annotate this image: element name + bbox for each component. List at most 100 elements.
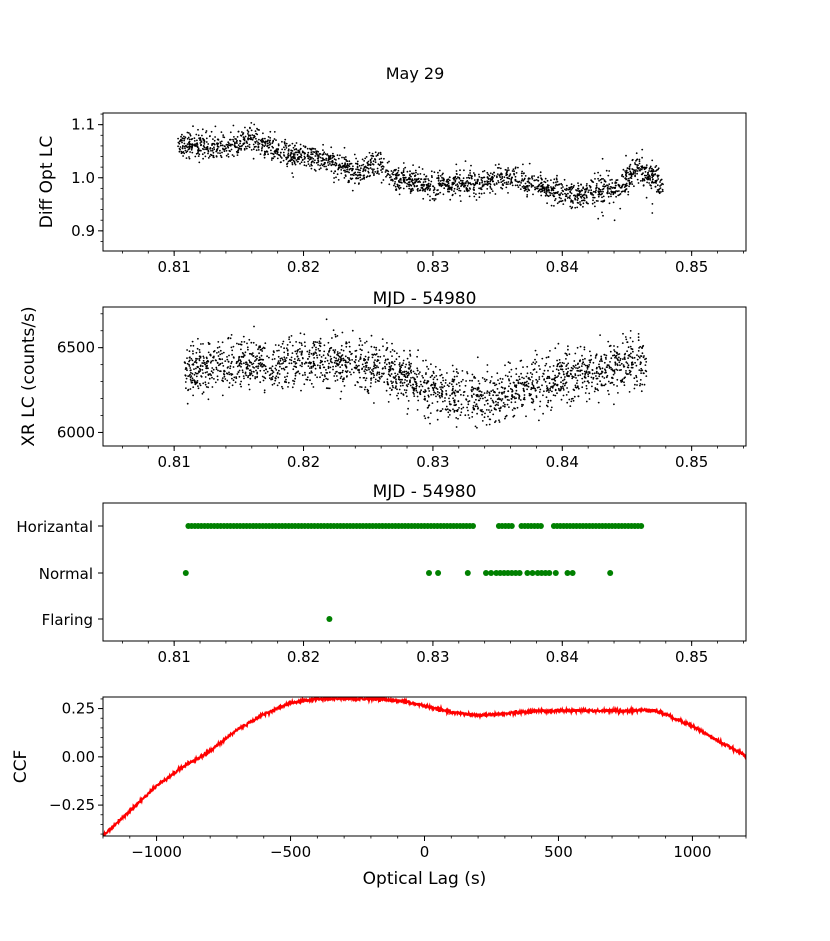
data-point (565, 365, 568, 367)
data-point (348, 350, 351, 353)
data-point (409, 173, 411, 176)
data-point (661, 190, 664, 193)
data-point (346, 370, 349, 372)
data-point (445, 393, 448, 396)
data-point (385, 389, 388, 392)
data-point (222, 380, 225, 383)
data-point (580, 197, 583, 199)
data-point (433, 198, 435, 200)
data-point (191, 340, 194, 343)
data-point (386, 383, 389, 386)
data-point (560, 381, 562, 384)
data-point (573, 395, 576, 398)
data-point (312, 147, 315, 150)
data-point (244, 145, 247, 148)
data-point (446, 372, 448, 374)
data-point (453, 182, 456, 185)
data-point (635, 374, 637, 377)
data-point (629, 345, 632, 348)
data-point (636, 158, 639, 161)
data-point (284, 360, 287, 363)
data-point (422, 185, 425, 187)
state-point-normal (564, 570, 571, 576)
data-point (245, 361, 247, 364)
data-point (632, 350, 634, 353)
data-point (626, 362, 629, 365)
data-point (460, 179, 462, 182)
data-point (293, 380, 296, 383)
data-point (246, 342, 248, 345)
data-point (593, 196, 596, 199)
data-point (216, 138, 219, 141)
data-point (300, 353, 303, 356)
data-point (473, 192, 475, 195)
data-point (370, 334, 373, 337)
data-point (562, 389, 565, 391)
data-point (257, 128, 259, 131)
x-tick-label: 0.83 (416, 258, 449, 276)
data-point (448, 385, 450, 388)
data-point (345, 345, 348, 348)
data-point (526, 190, 529, 193)
data-point (291, 163, 294, 166)
data-point (475, 403, 478, 406)
data-point (618, 356, 620, 359)
data-point (601, 211, 603, 214)
data-point (601, 196, 603, 199)
data-point (377, 366, 379, 369)
data-point (398, 184, 401, 187)
data-point (398, 193, 401, 196)
data-point (237, 359, 240, 362)
data-point (459, 169, 461, 172)
data-point (259, 365, 262, 367)
data-point (573, 184, 575, 187)
data-point (180, 135, 182, 138)
data-point (620, 362, 623, 365)
data-point (509, 387, 512, 390)
data-point (426, 381, 429, 384)
data-point (601, 157, 604, 160)
data-point (374, 378, 377, 381)
data-point (436, 378, 439, 381)
data-point (391, 349, 394, 351)
data-point (205, 131, 207, 134)
data-point (325, 318, 328, 321)
data-point (415, 389, 418, 392)
data-point (547, 184, 550, 187)
data-point (506, 375, 509, 378)
data-point (561, 189, 564, 192)
data-point (197, 128, 199, 131)
data-point (406, 380, 408, 382)
data-point (556, 202, 559, 205)
data-point (393, 377, 396, 379)
data-point (437, 174, 440, 177)
data-point (459, 189, 462, 192)
data-point (515, 172, 518, 174)
data-point (346, 166, 349, 169)
data-point (374, 161, 377, 164)
data-point (312, 342, 315, 345)
data-point (485, 400, 488, 402)
data-point (281, 362, 283, 365)
data-point (419, 173, 422, 175)
data-point (466, 372, 469, 375)
data-point (614, 350, 616, 353)
data-point (521, 186, 524, 188)
data-point (306, 147, 309, 150)
data-point (328, 351, 330, 353)
data-point (550, 409, 552, 411)
x-tick-label: 0.82 (287, 258, 320, 276)
data-point (617, 392, 619, 394)
data-point (461, 370, 464, 372)
data-point (619, 364, 621, 367)
data-point (447, 182, 450, 185)
data-point (637, 355, 640, 358)
data-point (587, 373, 589, 376)
data-point (583, 380, 586, 383)
data-point (601, 367, 604, 370)
data-point (432, 378, 435, 381)
data-point (192, 363, 195, 366)
data-point (393, 178, 396, 180)
data-point (582, 187, 584, 190)
data-point (263, 145, 266, 148)
